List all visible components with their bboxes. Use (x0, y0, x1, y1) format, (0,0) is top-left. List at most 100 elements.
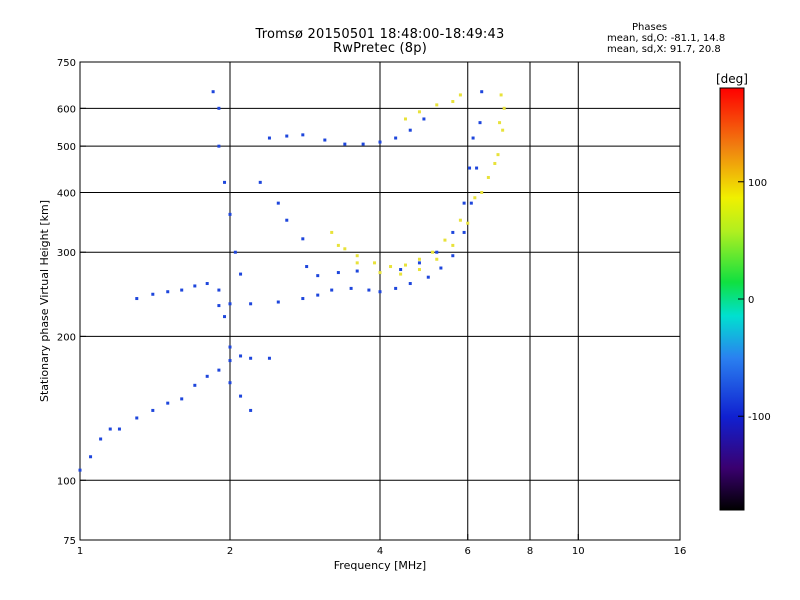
data-point-o (367, 288, 371, 292)
data-point-o (426, 275, 430, 279)
data-point-o (285, 134, 289, 138)
data-point-o (108, 427, 112, 431)
data-point-o (276, 201, 280, 205)
data-point-x (496, 153, 500, 157)
data-point-o (361, 142, 365, 146)
data-point-x (499, 93, 503, 97)
stats-title: Phases (632, 22, 668, 33)
data-point-o (349, 286, 353, 290)
data-point-o (151, 292, 155, 296)
data-point-o (239, 272, 243, 276)
data-point-o (316, 293, 320, 297)
data-point-o (249, 302, 253, 306)
data-point-o (480, 90, 484, 94)
data-point-x (389, 265, 393, 269)
data-point-o (301, 237, 305, 241)
y-tick-label: 75 (63, 536, 76, 547)
y-tick-label: 600 (57, 104, 76, 115)
data-point-o (316, 274, 320, 278)
data-point-x (458, 93, 462, 97)
data-point-o (193, 383, 197, 387)
data-point-o (180, 288, 184, 292)
data-point-o (228, 212, 232, 216)
x-tick-label: 10 (572, 546, 585, 557)
data-point-x (330, 230, 334, 234)
colorbar: [deg] 100 0 -100 (716, 72, 771, 511)
data-point-o (285, 218, 289, 222)
data-point-o (205, 374, 209, 378)
data-point-o (417, 261, 421, 265)
data-point-o (305, 265, 309, 269)
data-point-o (205, 282, 209, 286)
colorbar-tick-label: 0 (748, 295, 754, 306)
axes-layer: 1 2 4 6 8 10 16 75 100 200 300 400 500 600 750 (57, 58, 686, 557)
data-point-x (443, 238, 447, 242)
data-point-o (323, 138, 327, 142)
data-point-o (89, 455, 93, 459)
data-point-x (417, 268, 421, 272)
colorbar-label: [deg] (716, 72, 748, 86)
data-point-o (267, 356, 271, 360)
data-point-o (451, 254, 455, 258)
data-point-x (493, 161, 497, 165)
data-point-o (330, 288, 334, 292)
data-point-o (394, 286, 398, 290)
data-point-o (223, 180, 227, 184)
data-point-o (249, 408, 253, 412)
data-point-o (462, 230, 466, 234)
data-point-o (180, 397, 184, 401)
data-point-x (451, 100, 455, 104)
x-tick-label: 2 (227, 546, 233, 557)
data-point-x (417, 257, 421, 261)
data-point-o (399, 268, 403, 272)
data-point-x (355, 261, 359, 265)
data-point-o (249, 356, 253, 360)
data-point-o (151, 408, 155, 412)
data-point-o (394, 136, 398, 140)
y-tick-label: 400 (57, 188, 76, 199)
data-point-x (403, 117, 407, 121)
colorbar-tick-label: 100 (748, 178, 767, 189)
y-tick-label: 750 (57, 58, 76, 69)
data-point-x (451, 243, 455, 247)
data-point-o (475, 166, 479, 170)
x-tick-label: 6 (465, 546, 471, 557)
data-point-x (336, 243, 340, 247)
x-tick-label: 16 (674, 546, 687, 557)
chart-title: Tromsø 20150501 18:48:00-18:49:43 (255, 27, 505, 42)
data-point-o (301, 133, 305, 137)
data-point-x (343, 247, 347, 251)
data-point-o (228, 302, 232, 306)
data-point-x (473, 196, 477, 200)
data-point-x (373, 261, 377, 265)
data-point-o (468, 166, 472, 170)
data-point-x (417, 110, 421, 114)
data-point-x (458, 218, 462, 222)
data-point-o (267, 136, 271, 140)
data-point-o (462, 201, 466, 205)
y-tick-label: 300 (57, 248, 76, 259)
data-point-o (478, 121, 482, 125)
stats-x-mode: mean, sd,X: 91.7, 20.8 (607, 44, 721, 55)
y-axis-label: Stationary phase Virtual Height [km] (38, 200, 51, 402)
data-point-o (211, 90, 215, 94)
data-point-o (258, 180, 262, 184)
data-point-x (378, 271, 382, 275)
data-point-o (343, 142, 347, 146)
data-point-o (378, 140, 382, 144)
data-point-o (422, 117, 426, 121)
data-point-o (239, 394, 243, 398)
y-tick-label: 500 (57, 142, 76, 153)
y-tick-label: 100 (57, 476, 76, 487)
data-point-x (502, 106, 506, 110)
y-tick-label: 200 (57, 332, 76, 343)
x-tick-label: 1 (77, 546, 83, 557)
x-tick-label: 4 (377, 546, 383, 557)
data-point-o (233, 250, 237, 254)
data-point-o (228, 345, 232, 349)
data-point-o (439, 266, 443, 270)
data-point-x (399, 272, 403, 276)
data-point-x (355, 254, 359, 258)
plot-area (79, 61, 681, 541)
